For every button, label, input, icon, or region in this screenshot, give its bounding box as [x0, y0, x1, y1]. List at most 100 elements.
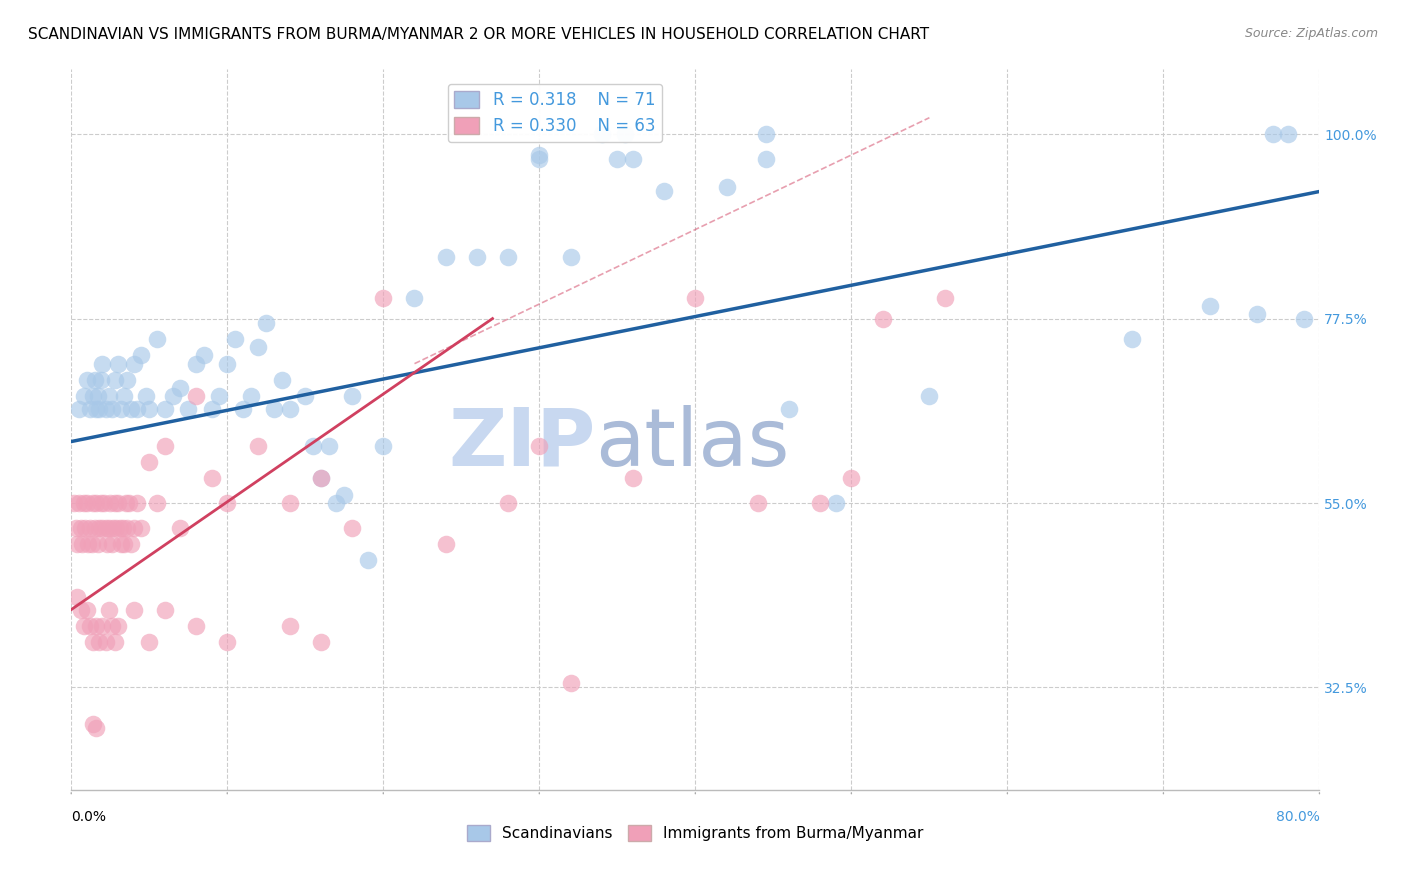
- Point: [309, 471, 332, 485]
- Point: [107, 619, 129, 633]
- Point: [103, 521, 125, 535]
- Point: [108, 521, 131, 535]
- Point: [120, 537, 142, 551]
- Point: [270, 373, 292, 387]
- Point: [841, 471, 863, 485]
- Point: [404, 291, 426, 305]
- Point: [153, 602, 176, 616]
- Point: [67, 496, 90, 510]
- Point: [135, 389, 157, 403]
- Point: [83, 521, 105, 535]
- Point: [91, 357, 114, 371]
- Text: SCANDINAVIAN VS IMMIGRANTS FROM BURMA/MYANMAR 2 OR MORE VEHICLES IN HOUSEHOLD CO: SCANDINAVIAN VS IMMIGRANTS FROM BURMA/MY…: [28, 27, 929, 42]
- Point: [89, 521, 111, 535]
- Point: [747, 496, 769, 510]
- Point: [76, 496, 98, 510]
- Point: [146, 496, 169, 510]
- Point: [131, 348, 153, 362]
- Point: [294, 389, 316, 403]
- Point: [496, 250, 519, 264]
- Point: [309, 635, 332, 649]
- Point: [754, 127, 776, 141]
- Point: [247, 439, 270, 453]
- Point: [105, 521, 128, 535]
- Point: [184, 619, 207, 633]
- Point: [82, 496, 104, 510]
- Point: [83, 373, 105, 387]
- Point: [302, 439, 325, 453]
- Point: [98, 496, 121, 510]
- Point: [169, 521, 191, 535]
- Point: [808, 496, 831, 510]
- Point: [529, 152, 551, 166]
- Text: 0.0%: 0.0%: [72, 811, 107, 824]
- Point: [63, 496, 86, 510]
- Point: [591, 127, 613, 141]
- Point: [153, 401, 176, 416]
- Legend: R = 0.318    N = 71, R = 0.330    N = 63: R = 0.318 N = 71, R = 0.330 N = 63: [447, 84, 662, 142]
- Point: [1292, 311, 1315, 326]
- Point: [82, 717, 104, 731]
- Point: [75, 521, 97, 535]
- Point: [82, 389, 104, 403]
- Point: [101, 537, 124, 551]
- Point: [232, 401, 254, 416]
- Point: [614, 127, 637, 141]
- Point: [138, 401, 160, 416]
- Point: [73, 389, 96, 403]
- Point: [104, 373, 127, 387]
- Point: [70, 537, 93, 551]
- Point: [201, 401, 224, 416]
- Point: [560, 250, 582, 264]
- Point: [67, 401, 90, 416]
- Point: [934, 291, 956, 305]
- Point: [184, 357, 207, 371]
- Point: [465, 250, 488, 264]
- Point: [104, 635, 127, 649]
- Point: [162, 389, 184, 403]
- Text: Source: ZipAtlas.com: Source: ZipAtlas.com: [1244, 27, 1378, 40]
- Point: [93, 496, 115, 510]
- Point: [131, 521, 153, 535]
- Point: [333, 488, 356, 502]
- Point: [101, 401, 124, 416]
- Point: [193, 348, 215, 362]
- Point: [529, 147, 551, 161]
- Point: [84, 619, 107, 633]
- Point: [918, 389, 941, 403]
- Point: [101, 619, 124, 633]
- Point: [87, 537, 110, 551]
- Point: [373, 439, 395, 453]
- Point: [117, 521, 139, 535]
- Text: ZIP: ZIP: [449, 405, 596, 483]
- Point: [79, 521, 101, 535]
- Point: [340, 521, 363, 535]
- Point: [122, 602, 145, 616]
- Point: [652, 185, 675, 199]
- Point: [115, 496, 138, 510]
- Point: [146, 332, 169, 346]
- Point: [80, 537, 103, 551]
- Point: [89, 401, 111, 416]
- Point: [107, 357, 129, 371]
- Point: [69, 602, 91, 616]
- Point: [153, 439, 176, 453]
- Point: [84, 401, 107, 416]
- Point: [217, 635, 239, 649]
- Point: [1246, 308, 1268, 322]
- Point: [1121, 332, 1143, 346]
- Point: [685, 291, 707, 305]
- Point: [254, 316, 277, 330]
- Point: [318, 439, 340, 453]
- Point: [606, 152, 628, 166]
- Point: [125, 401, 148, 416]
- Point: [824, 496, 846, 510]
- Point: [79, 401, 101, 416]
- Point: [754, 152, 776, 166]
- Point: [1199, 299, 1222, 313]
- Point: [434, 250, 457, 264]
- Point: [73, 496, 96, 510]
- Text: atlas: atlas: [596, 405, 790, 483]
- Point: [82, 635, 104, 649]
- Point: [79, 619, 101, 633]
